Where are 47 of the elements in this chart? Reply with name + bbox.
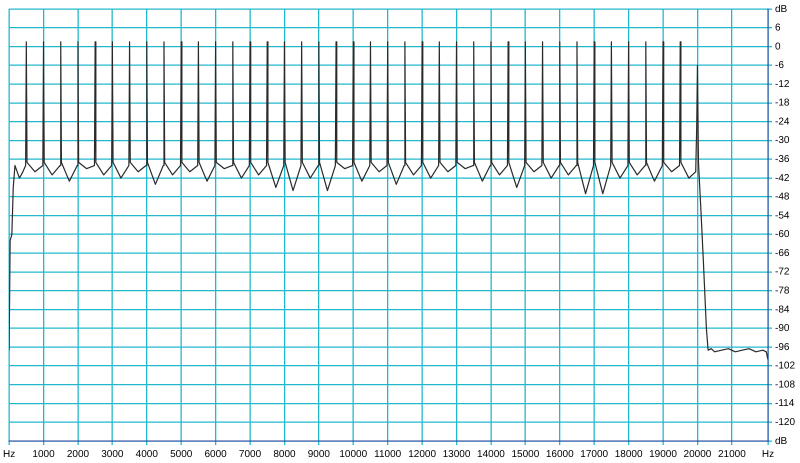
y-tick-label: -48 [774,192,790,203]
x-tick-label: 16000 [546,448,574,460]
y-tick-label: 0 [774,41,781,52]
x-tick-label: 7000 [238,448,262,460]
x-tick-label: 3000 [101,448,124,460]
y-tick-label: -12 [774,78,790,90]
y-tick-label: -60 [774,229,790,240]
x-tick-label: 18000 [614,448,643,460]
y-tick-label: -90 [774,323,790,334]
x-tick-label: 9000 [308,448,330,460]
y-tick-label: -18 [774,98,790,109]
x-tick-label: 14000 [477,448,506,460]
x-tick-label: Hz [762,448,774,460]
x-tick-label: 20000 [684,448,712,460]
y-tick-label: -84 [774,304,790,316]
x-tick-label: 2000 [66,448,90,460]
x-tick-label: 10000 [339,448,368,460]
y-tick-label: -66 [774,248,790,259]
x-tick-label: 4000 [136,448,158,460]
x-tick-label: 13000 [442,448,471,460]
x-tick-label: 12000 [408,448,436,460]
x-tick-label: 8000 [273,448,296,460]
x-tick-label: 17000 [580,448,609,460]
x-tick-label: 21000 [718,448,746,460]
x-tick-label: 19000 [649,448,678,460]
y-tick-label: -102 [774,360,796,372]
y-tick-label: -108 [774,379,796,390]
y-tick-label: -78 [774,285,790,296]
x-tick-label: 11000 [374,448,402,460]
y-tick-label: -114 [774,398,795,410]
y-tick-label: -120 [774,416,796,428]
y-tick-label: -36 [774,154,790,166]
y-tick-label: -72 [774,266,790,278]
x-tick-label: 15000 [511,448,540,460]
y-tick-label: -96 [774,342,790,353]
x-tick-label: Hz [2,448,16,460]
y-tick-label: -6 [774,60,784,72]
y-tick-label: -42 [774,172,790,184]
y-tick-label: dB [774,436,788,447]
x-tick-label: 1000 [32,448,56,460]
y-tick-label: -30 [774,135,790,146]
y-tick-label: -24 [774,116,790,128]
y-tick-label: dB [774,4,788,15]
y-tick-label: -54 [774,210,790,222]
x-tick-label: 5000 [170,448,193,460]
y-tick-label: 6 [774,22,781,34]
x-tick-label: 6000 [204,448,228,460]
